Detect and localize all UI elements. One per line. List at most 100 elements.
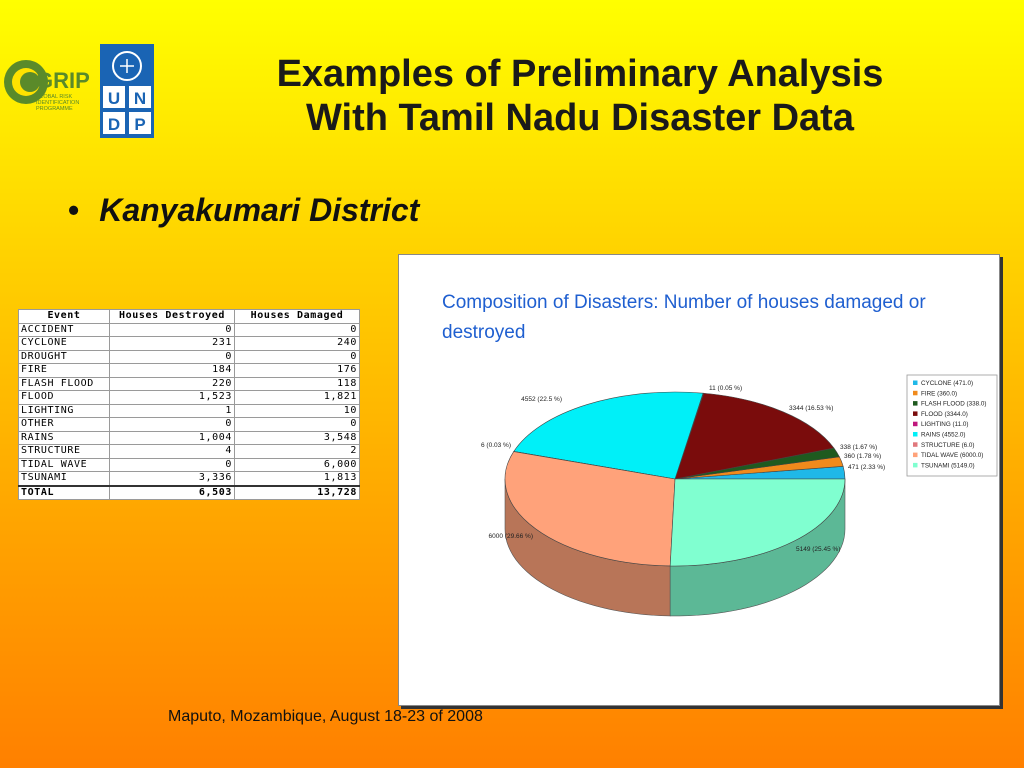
legend-swatch-structure	[913, 442, 918, 447]
legend-label-rains: RAINS (4552.0)	[921, 432, 965, 439]
cell-destroyed: 0	[109, 349, 235, 364]
cell-destroyed: 0	[109, 457, 235, 472]
slide-title-line1: Examples of Preliminary Analysis	[276, 53, 884, 95]
cell-destroyed: 220	[109, 376, 235, 391]
svg-text:U: U	[108, 89, 120, 108]
data-label-structure: 6 (0.03 %)	[481, 442, 511, 449]
legend-swatch-fire	[913, 390, 918, 396]
table-row: TIDAL WAVE 0 6,000	[18, 457, 360, 472]
bullet-marker: •	[68, 192, 80, 228]
cell-event: FLOOD	[18, 390, 110, 405]
pie-data-labels: 471 (2.33 %) 360 (1.78 %) 338 (1.67 %) 3344…	[481, 385, 885, 553]
data-label-tidal-wave: 6000 (29.66 %)	[489, 533, 533, 540]
cell-event: DROUGHT	[18, 349, 110, 364]
cell-event: CYCLONE	[18, 336, 110, 351]
legend-swatch-rains	[913, 432, 918, 437]
legend-label-structure: STRUCTURE (6.0)	[921, 442, 975, 449]
legend-swatch-lighting	[913, 421, 918, 427]
table-row: CYCLONE 231 240	[18, 336, 360, 351]
legend-label-lighting: LIGHTING (11.0)	[921, 421, 968, 428]
cell-total-damaged: 13,728	[234, 484, 360, 500]
svg-text:IDENTIFICATION: IDENTIFICATION	[36, 100, 79, 106]
cell-destroyed: 1	[109, 403, 235, 418]
column-header-damaged: Houses Damaged	[234, 309, 360, 324]
cell-destroyed: 1,523	[109, 390, 235, 405]
cell-destroyed: 231	[109, 336, 235, 351]
cell-event: OTHER	[18, 417, 110, 432]
cell-damaged: 10	[234, 403, 360, 418]
pie-slice-tsunami	[669, 478, 846, 567]
slide-title-line2: With Tamil Nadu Disaster Data	[306, 97, 854, 139]
pie-chart: 471 (2.33 %) 360 (1.78 %) 338 (1.67 %) 3344…	[481, 374, 998, 617]
table-total-row: TOTAL 6,503 13,728	[18, 484, 360, 500]
legend-swatch-cyclone	[913, 380, 918, 385]
cell-destroyed: 184	[109, 363, 235, 378]
legend-label-flash-flood: FLASH FLOOD (338.0)	[921, 401, 986, 408]
cell-damaged: 6,000	[234, 457, 360, 472]
table-row: FLOOD 1,523 1,821	[18, 390, 360, 405]
cell-damaged: 0	[234, 322, 360, 337]
cell-destroyed: 0	[109, 322, 235, 337]
cell-damaged: 0	[234, 349, 360, 364]
cell-event: TSUNAMI	[18, 471, 110, 486]
data-label-tsunami: 5149 (25.45 %)	[796, 546, 840, 553]
data-label-rains: 4552 (22.5 %)	[521, 396, 562, 403]
table-row: STRUCTURE 4 2	[18, 444, 360, 459]
cell-total-label: TOTAL	[18, 484, 110, 500]
table-row: DROUGHT 0 0	[18, 349, 360, 364]
chart-title: Composition of Disasters: Number of hous…	[442, 292, 926, 343]
legend-swatch-flash-flood	[913, 401, 918, 406]
cell-damaged: 1,821	[234, 390, 360, 405]
cell-damaged: 2	[234, 444, 360, 459]
legend-label-cyclone: CYCLONE (471.0)	[921, 380, 973, 387]
table-row: OTHER 0 0	[18, 417, 360, 432]
legend-label-fire: FIRE (360.0)	[921, 390, 957, 397]
footer-text: Maputo, Mozambique, August 18-23 of 2008	[168, 708, 483, 725]
chart-panel: Composition of Disasters: Number of hous…	[398, 254, 1000, 706]
bullet-item: • Kanyakumari District	[68, 192, 419, 229]
table-row: FIRE 184 176	[18, 363, 360, 378]
cell-event: FLASH FLOOD	[18, 376, 110, 391]
pie-tops	[504, 391, 846, 567]
cell-damaged: 0	[234, 417, 360, 432]
table-row: TSUNAMI 3,336 1,813	[18, 471, 360, 486]
table-header-row: Event Houses Destroyed Houses Damaged	[18, 309, 360, 324]
chart-legend: CYCLONE (471.0) FIRE (360.0) FLASH FLOOD (…	[906, 374, 998, 477]
legend-label-flood: FLOOD (3344.0)	[921, 411, 968, 418]
pie-slice-tidal-wave	[504, 451, 676, 567]
pie-slice-flood	[674, 392, 835, 480]
svg-text:N: N	[134, 89, 146, 108]
table-row: RAINS 1,004 3,548	[18, 430, 360, 445]
cell-destroyed: 4	[109, 444, 235, 459]
cell-destroyed: 3,336	[109, 471, 235, 486]
cell-damaged: 3,548	[234, 430, 360, 445]
column-header-destroyed: Houses Destroyed	[109, 309, 235, 324]
legend-swatch-flood	[913, 411, 918, 416]
data-label-cyclone: 471 (2.33 %)	[848, 464, 885, 471]
cell-destroyed: 0	[109, 417, 235, 432]
legend-swatch-tidal-wave	[913, 452, 918, 458]
legend-label-tsunami: TSUNAMI (5149.0)	[921, 462, 975, 469]
table-row: FLASH FLOOD 220 118	[18, 376, 360, 391]
bullet-text: Kanyakumari District	[99, 192, 420, 228]
cell-damaged: 176	[234, 363, 360, 378]
cell-destroyed: 1,004	[109, 430, 235, 445]
legend-label-tidal-wave: TIDAL WAVE (6000.0)	[921, 452, 983, 459]
cell-damaged: 1,813	[234, 471, 360, 486]
legend-swatch-tsunami	[913, 462, 918, 468]
cell-event: STRUCTURE	[18, 444, 110, 459]
pie-slice-rains	[513, 391, 704, 480]
grip-logo-text: GRIP	[36, 68, 90, 93]
table-row: LIGHTING 1 10	[18, 403, 360, 418]
data-label-flash-flood: 338 (1.67 %)	[840, 444, 877, 451]
svg-text:P: P	[134, 115, 145, 134]
cell-event: TIDAL WAVE	[18, 457, 110, 472]
svg-text:D: D	[108, 115, 120, 134]
cell-event: RAINS	[18, 430, 110, 445]
svg-text:PROGRAMME: PROGRAMME	[36, 106, 73, 112]
events-table: Event Houses Destroyed Houses Damaged AC…	[18, 309, 360, 500]
undp-logo: U N D P	[100, 44, 154, 138]
data-label-fire: 360 (1.78 %)	[844, 453, 881, 460]
slide-title: Examples of Preliminary Analysis With Ta…	[160, 52, 1000, 140]
data-label-lighting: 11 (0.05 %)	[709, 385, 742, 392]
